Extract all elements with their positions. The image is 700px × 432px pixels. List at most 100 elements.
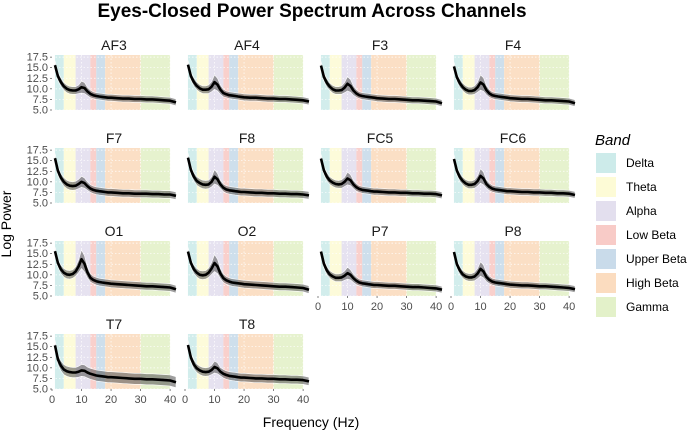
mean-line (53, 157, 177, 198)
y-tick-label: 12.5 (27, 166, 48, 178)
panel-p7: P7 0 10 20 30 40 (315, 223, 443, 313)
x-tick-label: 40 (297, 394, 309, 406)
band-shade-theta (63, 241, 76, 296)
y-tick-label: 10.0 (27, 83, 48, 95)
band-shade-upper-beta (362, 148, 372, 203)
panel-af4: AF4 (184, 37, 310, 111)
legend: Band Delta Theta Alpha Low Beta Upper Beta Hi… (595, 132, 687, 317)
panel-title: F7 (106, 130, 123, 146)
band-shade-low-beta (90, 334, 97, 389)
y-tick-label: 12.5 (27, 352, 48, 364)
y-tick-label: 12.5 (27, 73, 48, 85)
panel-title: P7 (371, 223, 388, 239)
band-shade-low-beta (489, 241, 496, 296)
legend-label: Upper Beta (626, 252, 687, 266)
band-shade-low-beta (90, 148, 97, 203)
y-tick-label: 17.5 (27, 145, 48, 157)
mean-line (186, 64, 310, 103)
band-shade-low-beta (489, 148, 496, 203)
band-shade-theta (63, 55, 76, 110)
x-tick-label: 40 (430, 301, 442, 313)
legend-label: Gamma (626, 300, 669, 314)
x-tick-label: 20 (238, 394, 250, 406)
panel-title: FC5 (367, 130, 394, 146)
band-shade-upper-beta (495, 241, 505, 296)
band-shade-theta (462, 55, 475, 110)
legend-label: High Beta (626, 276, 679, 290)
y-tick-label: 7.5 (33, 280, 48, 292)
x-tick-label: 10 (75, 394, 87, 406)
mean-line (186, 344, 310, 383)
legend-label: Delta (626, 156, 654, 170)
band-shade-theta (63, 148, 76, 203)
panel-title: O1 (105, 223, 124, 239)
band-shade-theta (329, 241, 342, 296)
band-shade-theta (196, 334, 209, 389)
band-shade-low-beta (356, 55, 363, 110)
mean-line (186, 251, 310, 291)
legend-swatch (596, 273, 616, 293)
panel-fc5: FC5 (317, 130, 443, 204)
band-shade-upper-beta (96, 241, 106, 296)
legend-item-gamma: Gamma (596, 297, 669, 317)
band-shade-alpha (75, 148, 91, 203)
mean-line (319, 65, 443, 105)
band-shade-low-beta (90, 241, 97, 296)
y-tick-label: 7.5 (33, 94, 48, 106)
panel-f7: F7 5.07.510.012.515.017.5 (27, 130, 177, 210)
panel-title: FC6 (500, 130, 527, 146)
panel-f8: F8 (184, 130, 310, 204)
mean-line (53, 250, 177, 291)
band-shade-upper-beta (362, 55, 372, 110)
panel-fc6: FC6 (450, 130, 576, 204)
legend-swatch (596, 297, 616, 317)
y-tick-label: 10.0 (27, 362, 48, 374)
x-tick-label: 0 (182, 394, 188, 406)
mean-line (452, 66, 576, 105)
band-shade-theta (63, 334, 76, 389)
y-tick-label: 5.0 (33, 291, 48, 303)
legend-label: Theta (626, 180, 657, 194)
band-shade-upper-beta (229, 241, 239, 296)
legend-title: Band (595, 132, 631, 149)
y-tick-label: 5.0 (33, 105, 48, 117)
panel-f3: F3 (317, 37, 443, 111)
y-tick-label: 12.5 (27, 259, 48, 271)
x-tick-label: 0 (49, 394, 55, 406)
legend-item-high-beta: High Beta (596, 273, 679, 293)
band-shade-upper-beta (96, 148, 106, 203)
x-tick-label: 30 (134, 394, 146, 406)
x-tick-label: 40 (164, 394, 176, 406)
y-tick-label: 15.0 (27, 62, 48, 74)
mean-line (53, 64, 177, 104)
panel-title: P8 (504, 223, 521, 239)
x-tick-label: 20 (504, 301, 516, 313)
band-shade-low-beta (489, 55, 496, 110)
band-shade-theta (196, 241, 209, 296)
legend-swatch (596, 177, 616, 197)
mean-line (186, 157, 310, 197)
x-tick-label: 30 (533, 301, 545, 313)
band-shade-alpha (208, 334, 224, 389)
confidence-ribbon (54, 153, 177, 200)
band-shade-upper-beta (229, 334, 239, 389)
band-shade-alpha (75, 334, 91, 389)
x-tick-label: 10 (474, 301, 486, 313)
y-tick-label: 10.0 (27, 269, 48, 281)
x-tick-label: 10 (208, 394, 220, 406)
y-tick-label: 7.5 (33, 187, 48, 199)
legend-item-delta: Delta (596, 153, 654, 173)
band-shade-upper-beta (495, 148, 505, 203)
x-tick-label: 10 (341, 301, 353, 313)
legend-item-alpha: Alpha (596, 201, 657, 221)
legend-swatch (596, 153, 616, 173)
y-axis-label: Log Power (0, 190, 14, 257)
band-shade-theta (329, 55, 342, 110)
x-axis-label: Frequency (Hz) (263, 414, 359, 430)
confidence-ribbon (54, 340, 177, 389)
legend-label: Alpha (626, 204, 657, 218)
y-tick-label: 17.5 (27, 52, 48, 64)
chart-title: Eyes-Closed Power Spectrum Across Channe… (97, 1, 526, 22)
